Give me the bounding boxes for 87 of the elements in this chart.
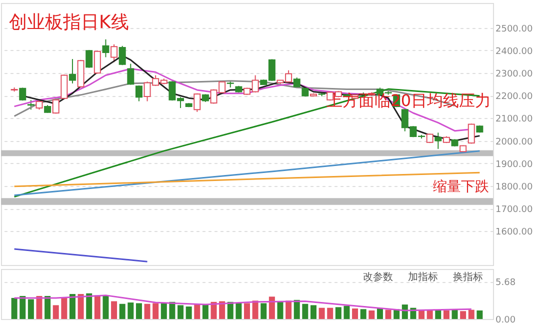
bar [152, 303, 159, 319]
text: 创业板指日K线 [9, 12, 129, 33]
bar [227, 302, 234, 319]
annotation: 改参数 [363, 271, 393, 283]
candlestick [68, 58, 76, 84]
candlestick [36, 100, 43, 110]
annotation: 加指标 [408, 271, 438, 283]
bar [136, 303, 142, 319]
bar [310, 305, 316, 319]
bar [78, 294, 84, 319]
bar [327, 308, 334, 319]
bar [352, 308, 358, 319]
bar [86, 293, 92, 319]
bar [468, 310, 474, 319]
bar [426, 310, 433, 319]
bar [128, 302, 134, 319]
bar [344, 306, 350, 319]
bar [443, 310, 450, 319]
bar [36, 296, 42, 319]
bar [111, 301, 118, 319]
candlestick [60, 74, 68, 100]
bar [260, 303, 267, 319]
bar [28, 299, 34, 319]
candlestick [468, 123, 475, 144]
bar [418, 310, 425, 319]
bar [186, 306, 192, 319]
candlestick [293, 77, 300, 88]
bar [302, 304, 308, 319]
y-tick-label: 2400.00 [496, 46, 533, 57]
candlestick [19, 87, 26, 102]
candlestick [110, 44, 118, 63]
bar [20, 296, 26, 319]
bar [11, 298, 18, 319]
y-tick-label: 2300.00 [496, 70, 533, 80]
candlestick [94, 50, 101, 74]
candlestick [194, 92, 201, 112]
bar [210, 302, 217, 319]
candlestick [86, 49, 93, 68]
bar [178, 305, 184, 319]
y-tick-label: 1800.00 [496, 182, 533, 192]
bar [268, 296, 275, 319]
candlestick [118, 45, 126, 66]
y-tick-label: 5.68 [496, 278, 516, 288]
bar [94, 295, 100, 319]
bar [385, 310, 392, 319]
bar [61, 298, 68, 319]
bar [360, 309, 366, 319]
candlestick [27, 100, 34, 110]
candlestick [102, 38, 110, 58]
bar [277, 302, 284, 319]
bar [144, 304, 150, 319]
annotation: 换指标 [453, 271, 483, 283]
bar [368, 310, 375, 319]
bar [460, 311, 466, 319]
candlestick [434, 132, 442, 150]
bar [169, 302, 176, 319]
bar [194, 304, 200, 319]
y-tick-label: 2100.00 [496, 114, 533, 125]
bar [318, 308, 325, 319]
y-tick-label: 2500.00 [496, 24, 533, 34]
y-tick-label: 1900.00 [496, 160, 533, 170]
bar [102, 295, 109, 319]
bar [286, 300, 292, 319]
bar [52, 305, 59, 319]
line-series [14, 294, 472, 312]
y-tick-label: 1700.00 [496, 205, 533, 216]
bar [202, 304, 208, 319]
y-tick-label: 2200.00 [496, 92, 533, 102]
bar [376, 308, 383, 319]
bar [219, 301, 226, 319]
bar [335, 307, 342, 319]
bar [294, 300, 300, 319]
annotation: 缩量下跌 [433, 179, 489, 195]
y-tick-label: 1600.00 [496, 228, 533, 238]
candlestick [135, 84, 142, 102]
bar [435, 310, 442, 319]
bar [244, 303, 250, 319]
bar [476, 310, 483, 319]
y-tick-label: 2000.00 [496, 137, 533, 148]
y-tick-label: 0.00 [496, 316, 516, 326]
candlestick [127, 63, 134, 86]
bar [44, 296, 51, 319]
bar [236, 302, 242, 319]
bar [69, 294, 76, 319]
bar [252, 300, 258, 319]
bar [119, 304, 126, 319]
bar [160, 303, 167, 319]
